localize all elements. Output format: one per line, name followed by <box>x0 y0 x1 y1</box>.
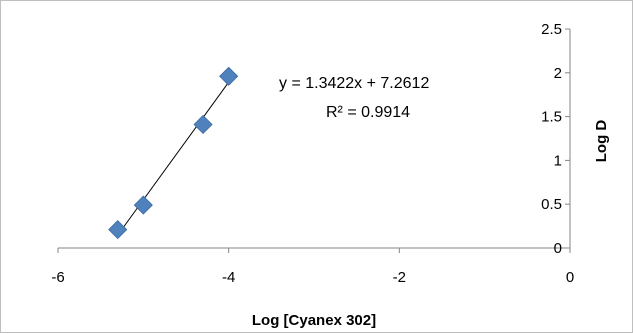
trendline-group <box>117 81 230 236</box>
data-point <box>108 220 128 240</box>
data-point <box>219 66 239 86</box>
y-tick-label: 1 <box>554 152 562 169</box>
y-tick-label: 2 <box>554 65 562 82</box>
trendline-r-squared: R² = 0.9914 <box>326 104 410 121</box>
trendline-equation: y = 1.3422x + 7.2612 <box>279 75 429 92</box>
x-tick-label: -2 <box>393 269 406 286</box>
x-tick-label: 0 <box>566 269 574 286</box>
x-tick-label: -6 <box>51 269 64 286</box>
x-axis-title: Log [Cyanex 302] <box>252 312 376 329</box>
tick-labels: -6 -4 -2 00 0.5 1 1.5 2 2.5 <box>51 21 574 286</box>
data-points <box>108 66 239 240</box>
trendline <box>117 81 230 236</box>
y-tick-label: 0.5 <box>541 196 562 213</box>
y-axis-title: Log D <box>593 120 610 163</box>
x-tick-label: -4 <box>222 269 235 286</box>
y-tick-label: 1.5 <box>541 109 562 126</box>
data-point <box>133 195 153 215</box>
axes <box>57 28 571 253</box>
y-tick-label: 2.5 <box>541 21 562 38</box>
data-point <box>193 114 213 135</box>
y-tick-label: 0 <box>554 240 562 257</box>
